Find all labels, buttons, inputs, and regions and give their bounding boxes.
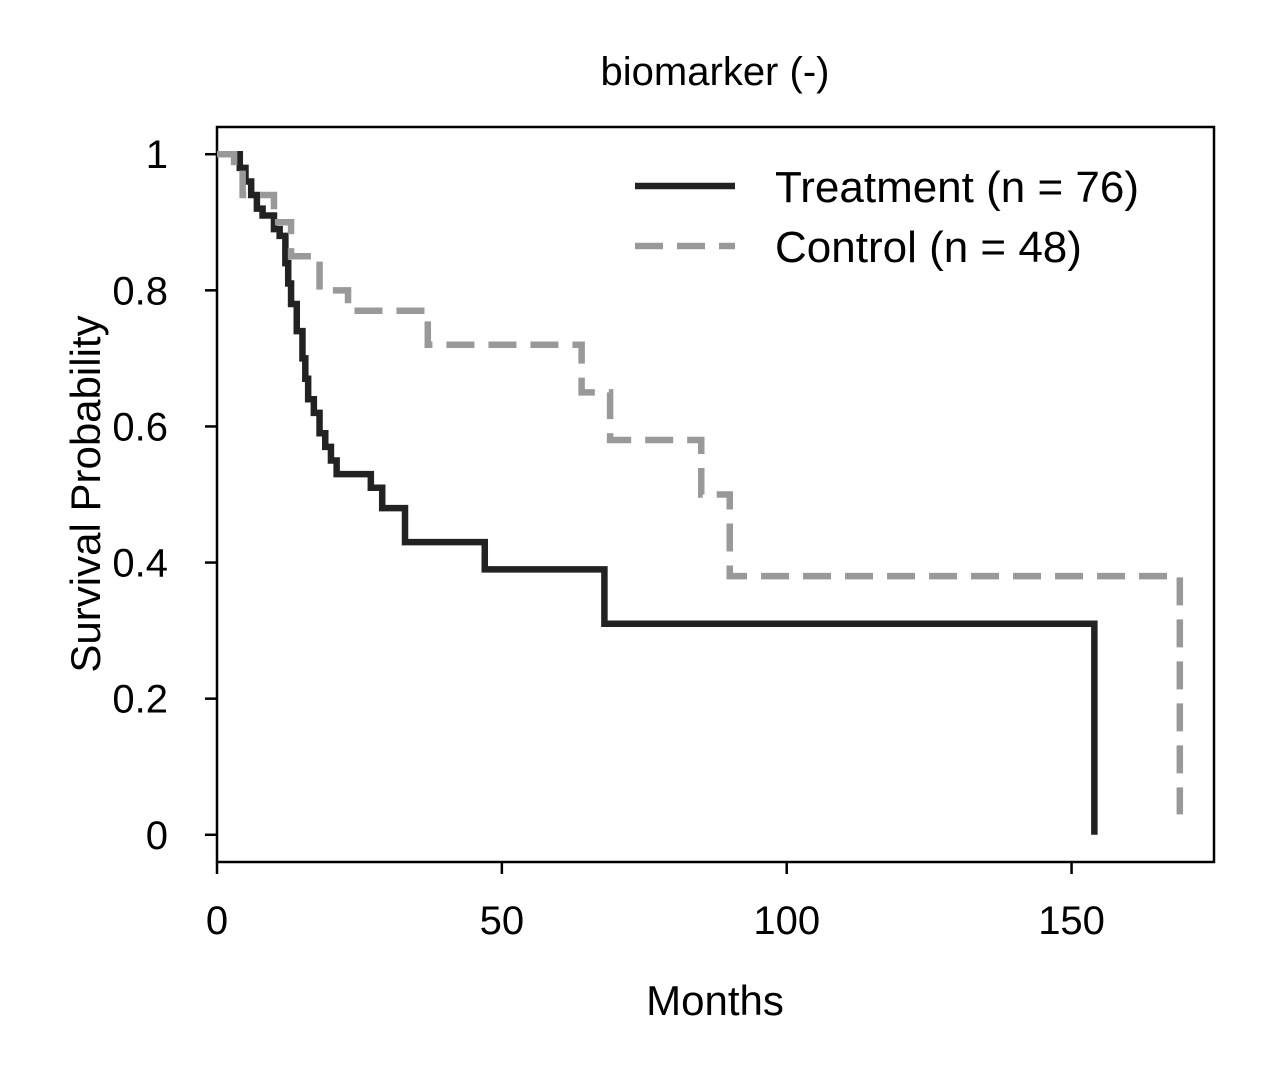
plot-frame <box>215 125 1216 864</box>
legend-label-treatment: Treatment (n = 76) <box>775 163 1139 212</box>
x-axis: 0 50 100 150 <box>206 862 1105 943</box>
y-axis-label: Survival Probability <box>62 315 109 672</box>
survival-curves <box>217 150 1184 835</box>
y-axis: 0 0.2 0.4 0.6 0.8 1 <box>112 133 217 858</box>
series-treatment-curve <box>217 150 1098 835</box>
y-tick-label: 0.2 <box>112 678 168 722</box>
series-control-curve <box>217 150 1184 815</box>
y-tick-label: 0.6 <box>112 405 168 449</box>
y-tick-label: 1 <box>146 133 168 177</box>
x-axis-label: Months <box>646 977 784 1024</box>
x-tick-label: 100 <box>753 899 820 943</box>
legend: Treatment (n = 76) Control (n = 48) <box>635 163 1139 272</box>
legend-label-control: Control (n = 48) <box>775 223 1082 272</box>
x-tick-label: 0 <box>206 899 228 943</box>
y-tick-label: 0 <box>146 814 168 858</box>
y-tick-label: 0.8 <box>112 269 168 313</box>
x-tick-label: 150 <box>1038 899 1105 943</box>
chart-title: biomarker (-) <box>601 50 830 94</box>
y-tick-label: 0.4 <box>112 542 168 586</box>
x-tick-label: 50 <box>480 899 525 943</box>
